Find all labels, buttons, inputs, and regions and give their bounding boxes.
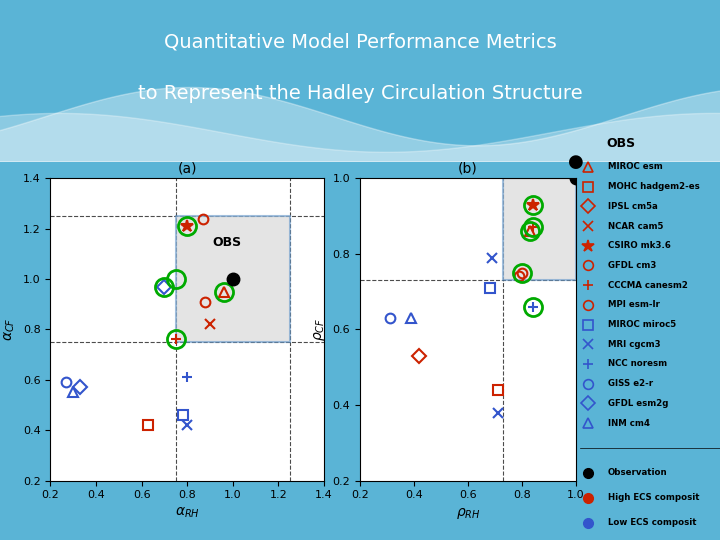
Text: CSIRO mk3.6: CSIRO mk3.6 <box>608 241 670 250</box>
Text: GFDL cm3: GFDL cm3 <box>608 261 656 270</box>
Title: (b): (b) <box>458 161 478 176</box>
Text: High ECS composit: High ECS composit <box>608 493 699 502</box>
Text: Low ECS composit: Low ECS composit <box>608 518 696 527</box>
Text: IPSL cm5a: IPSL cm5a <box>608 202 657 211</box>
Text: MIROC esm: MIROC esm <box>608 163 662 172</box>
Text: CCCMA canesm2: CCCMA canesm2 <box>608 281 688 289</box>
Text: MOHC hadgem2-es: MOHC hadgem2-es <box>608 182 699 191</box>
Text: to Represent the Hadley Circulation Structure: to Represent the Hadley Circulation Stru… <box>138 84 582 104</box>
Text: MPI esm-lr: MPI esm-lr <box>608 300 660 309</box>
Text: INM cm4: INM cm4 <box>608 418 649 428</box>
Title: (a): (a) <box>177 161 197 176</box>
Text: OBS: OBS <box>212 236 241 249</box>
Bar <box>503 178 576 280</box>
Text: ●: ● <box>568 153 584 171</box>
Text: Observation: Observation <box>608 468 667 477</box>
X-axis label: $\rho_{RH}$: $\rho_{RH}$ <box>456 506 480 521</box>
Text: MRI cgcm3: MRI cgcm3 <box>608 340 660 349</box>
Text: NCAR cam5: NCAR cam5 <box>608 221 663 231</box>
X-axis label: $\alpha_{RH}$: $\alpha_{RH}$ <box>175 506 199 520</box>
Y-axis label: $\alpha_{CF}$: $\alpha_{CF}$ <box>3 318 17 341</box>
Text: NCC noresm: NCC noresm <box>608 360 667 368</box>
Bar <box>176 216 289 342</box>
Text: GISS e2-r: GISS e2-r <box>608 379 653 388</box>
Text: Quantitative Model Performance Metrics: Quantitative Model Performance Metrics <box>163 32 557 52</box>
Text: OBS: OBS <box>606 137 635 150</box>
Y-axis label: $\rho_{CF}$: $\rho_{CF}$ <box>312 318 327 341</box>
Text: MIROC miroc5: MIROC miroc5 <box>608 320 676 329</box>
Text: GFDL esm2g: GFDL esm2g <box>608 399 668 408</box>
